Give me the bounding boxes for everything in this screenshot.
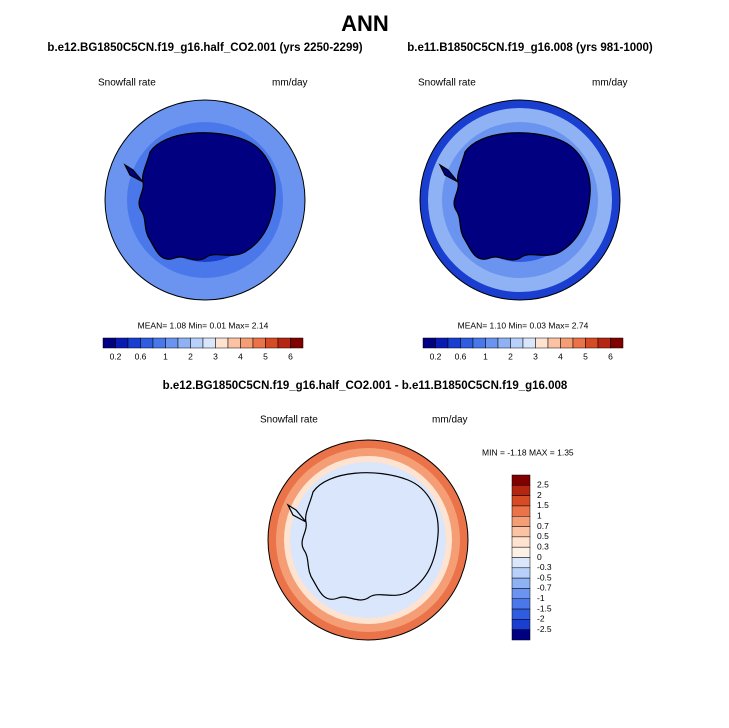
colorbar-label: 4 (238, 351, 243, 361)
colorbar-box (535, 337, 549, 349)
colorbar-label: 2.5 (537, 480, 549, 490)
units-label: mm/day (272, 78, 308, 89)
colorbar-box (460, 337, 474, 349)
colorbar-box (511, 557, 531, 569)
colorbar-label: -1.5 (537, 603, 552, 613)
panel-title: b.e12.BG1850C5CN.f19_g16.half_CO2.001 (y… (47, 42, 362, 54)
colorbar-box (227, 337, 241, 349)
stats-label: MEAN= 1.10 Min= 0.03 Max= 2.74 (458, 320, 589, 330)
colorbar-box (511, 619, 531, 630)
colorbar-label: 0.2 (430, 351, 442, 361)
colorbar-box (511, 577, 531, 589)
variable-label: Snowfall rate (98, 78, 156, 89)
map (267, 439, 469, 641)
colorbar-label: 3 (213, 351, 218, 361)
colorbar-box (152, 337, 166, 349)
colorbar-box (240, 337, 254, 349)
colorbar-box (511, 485, 531, 496)
colorbar-box (510, 337, 524, 349)
colorbar-box (202, 337, 216, 349)
colorbar-box (511, 546, 531, 558)
colorbar-label: -0.3 (537, 562, 552, 572)
colorbar-box (190, 337, 204, 349)
colorbar-label: -0.7 (537, 583, 552, 593)
colorbar-box (252, 337, 266, 349)
colorbar-label: 1 (537, 511, 542, 521)
colorbar-box (511, 536, 531, 548)
colorbar-box (572, 337, 586, 349)
colorbar-box (497, 337, 511, 349)
colorbar-box (447, 337, 461, 349)
colorbar-box (422, 337, 436, 349)
map (104, 99, 306, 301)
figure-title: ANN (341, 11, 389, 36)
colorbar-box (547, 337, 561, 349)
colorbar-label: 1 (483, 351, 488, 361)
colorbar-box (485, 337, 499, 349)
colorbar-box (511, 598, 531, 610)
colorbar-box (115, 337, 129, 349)
colorbar-label: 2 (537, 490, 542, 500)
colorbar-box (585, 337, 599, 349)
colorbar-label: 1.5 (537, 500, 549, 510)
colorbar-box (511, 629, 531, 641)
units-label: mm/day (592, 78, 628, 89)
colorbar-label: 3 (533, 351, 538, 361)
panel-title: b.e12.BG1850C5CN.f19_g16.half_CO2.001 - … (163, 380, 568, 392)
colorbar-label: -2 (537, 614, 545, 624)
colorbar-label: 5 (263, 351, 268, 361)
colorbar-box (435, 337, 449, 349)
colorbar-label: 2 (508, 351, 513, 361)
colorbar-label: 0.6 (455, 351, 467, 361)
colorbar-label: -1 (537, 593, 545, 603)
colorbar-box (127, 337, 141, 349)
colorbar-box (215, 337, 229, 349)
panel-title: b.e11.B1850C5CN.f19_g16.008 (yrs 981-100… (407, 42, 653, 54)
colorbar-box (560, 337, 574, 349)
variable-label: Snowfall rate (418, 78, 476, 89)
colorbar-box (511, 474, 531, 486)
colorbar-label: 0.7 (537, 521, 549, 531)
colorbar-box (140, 337, 154, 349)
colorbar-box (277, 337, 291, 349)
colorbar-box (522, 337, 536, 349)
colorbar-label: 0.3 (537, 541, 549, 551)
map (419, 99, 621, 301)
colorbar-label: -0.5 (537, 572, 552, 582)
colorbar-box (290, 337, 304, 349)
variable-label: Snowfall rate (260, 415, 318, 426)
colorbar-label: 5 (583, 351, 588, 361)
colorbar-label: 0.2 (110, 351, 122, 361)
colorbar-label: 2 (188, 351, 193, 361)
colorbar-label: 0 (537, 552, 542, 562)
stats-label: MIN = -1.18 MAX = 1.35 (482, 447, 574, 457)
colorbar-label: 0.5 (537, 531, 549, 541)
colorbar-label: 1 (163, 351, 168, 361)
colorbar-box (511, 608, 531, 620)
colorbar-label: 4 (558, 351, 563, 361)
colorbar-box (165, 337, 179, 349)
colorbar-box (511, 526, 531, 538)
colorbar-label: 6 (288, 351, 293, 361)
colorbar-box (102, 337, 116, 349)
colorbar-box (511, 505, 531, 517)
units-label: mm/day (432, 415, 468, 426)
colorbar-box (511, 588, 531, 599)
colorbar-box (597, 337, 611, 349)
colorbar-box (177, 337, 191, 349)
colorbar-label: -2.5 (537, 624, 552, 634)
colorbar-label: 6 (608, 351, 613, 361)
colorbar-box (511, 567, 531, 579)
colorbar-box (265, 337, 279, 349)
colorbar-box (610, 337, 624, 349)
colorbar-box (511, 516, 531, 527)
stats-label: MEAN= 1.08 Min= 0.01 Max= 2.14 (138, 320, 269, 330)
colorbar-label: 0.6 (135, 351, 147, 361)
colorbar-box (511, 495, 531, 507)
colorbar-box (472, 337, 486, 349)
